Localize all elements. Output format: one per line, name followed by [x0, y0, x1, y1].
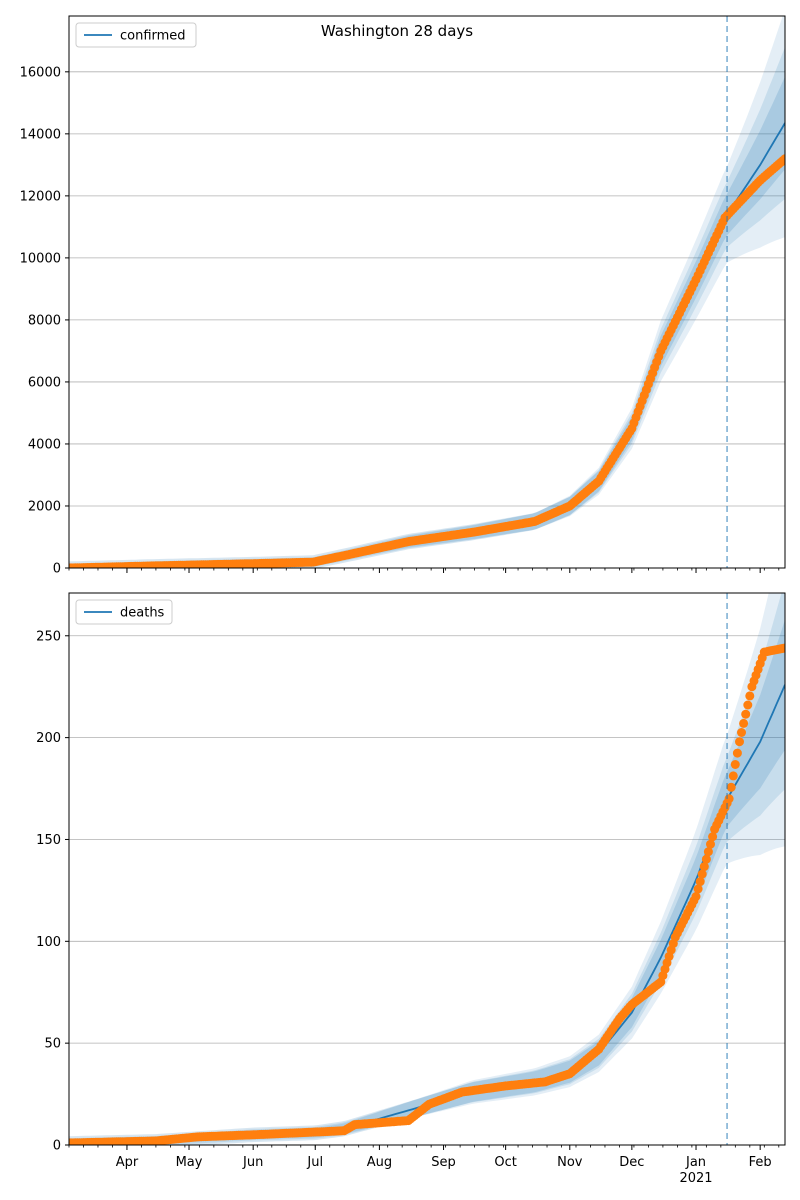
y-tick-label: 2000: [28, 499, 61, 514]
x-tick-label: Jun: [242, 1155, 263, 1170]
y-tick-label: 8000: [28, 313, 61, 328]
x-tick-label: Dec: [619, 1155, 644, 1170]
observed-point: [730, 760, 740, 769]
observed-point: [735, 737, 744, 747]
y-tick-label: 0: [53, 562, 61, 577]
observed-point: [703, 847, 713, 857]
observed-point: [695, 877, 705, 887]
observed-point: [743, 700, 753, 710]
x-tick-label: Oct: [494, 1155, 516, 1170]
observed-point: [745, 691, 755, 701]
x-year-label: 2021: [679, 1171, 712, 1186]
y-tick-label: 10000: [20, 251, 61, 266]
x-tick-label: May: [176, 1155, 203, 1170]
legend-box: [75, 599, 173, 625]
y-tick-label: 250: [36, 629, 61, 644]
panel-deaths: 0 50 100 150 200 250 Apr May Jun Jul Aug Sep Oct Nov D…: [36, 592, 786, 1186]
plot-area: [69, 593, 785, 1145]
y-tick-label: 4000: [28, 437, 61, 452]
observed-point: [726, 782, 736, 792]
observed-point: [699, 862, 709, 872]
observed-point: [691, 892, 701, 901]
y-tick-label: 12000: [20, 189, 61, 204]
observed-points: [69, 154, 785, 568]
axes-frame: [68, 15, 786, 569]
observed-point: [706, 839, 715, 849]
panel-confirmed: 0 2000 4000 6000 8000 10000 12000 14000 16000 con…: [20, 15, 786, 577]
x-tick-label: Feb: [749, 1155, 772, 1170]
x-tick-label: Jul: [306, 1155, 323, 1170]
uncertainty-band: [69, 593, 785, 1145]
uncertainty-band: [69, 593, 785, 1145]
uncertainty-band: [69, 16, 785, 568]
legend-label: deaths: [120, 606, 165, 621]
y-tick-label: 6000: [28, 375, 61, 390]
observed-points: [69, 643, 785, 1145]
observed-point: [724, 794, 734, 804]
y-tick-label: 16000: [20, 65, 61, 80]
legend-box: [75, 22, 197, 48]
y-tick-label: 200: [36, 731, 61, 746]
observed-point: [697, 869, 707, 879]
y-tick-label: 14000: [20, 127, 61, 142]
observed-point: [780, 154, 785, 164]
observed-point: [737, 728, 746, 737]
axes-frame: [68, 592, 786, 1146]
legend: confirmed: [75, 22, 197, 48]
chart-title: Washington 28 days: [321, 22, 473, 40]
observed-point: [732, 748, 742, 758]
legend-label: confirmed: [120, 29, 186, 44]
legend: deaths: [75, 599, 173, 625]
observed-point: [780, 643, 785, 653]
x-tick-label: Nov: [557, 1155, 583, 1170]
observed-point: [708, 832, 718, 842]
x-tick-label: Sep: [431, 1155, 456, 1170]
y-tick-label: 50: [44, 1037, 61, 1052]
observed-point: [741, 709, 751, 719]
y-tick-label: 100: [36, 935, 61, 950]
observed-point: [701, 854, 711, 864]
x-tick-label: Jan: [685, 1155, 706, 1170]
x-tick-label: Apr: [116, 1155, 139, 1170]
observed-point: [728, 771, 738, 781]
observed-point: [739, 718, 749, 728]
observed-point: [693, 884, 703, 894]
plot-area: [69, 16, 785, 568]
y-tick-label: 0: [53, 1139, 61, 1154]
x-tick-label: Aug: [367, 1155, 392, 1170]
y-tick-label: 150: [36, 833, 61, 848]
